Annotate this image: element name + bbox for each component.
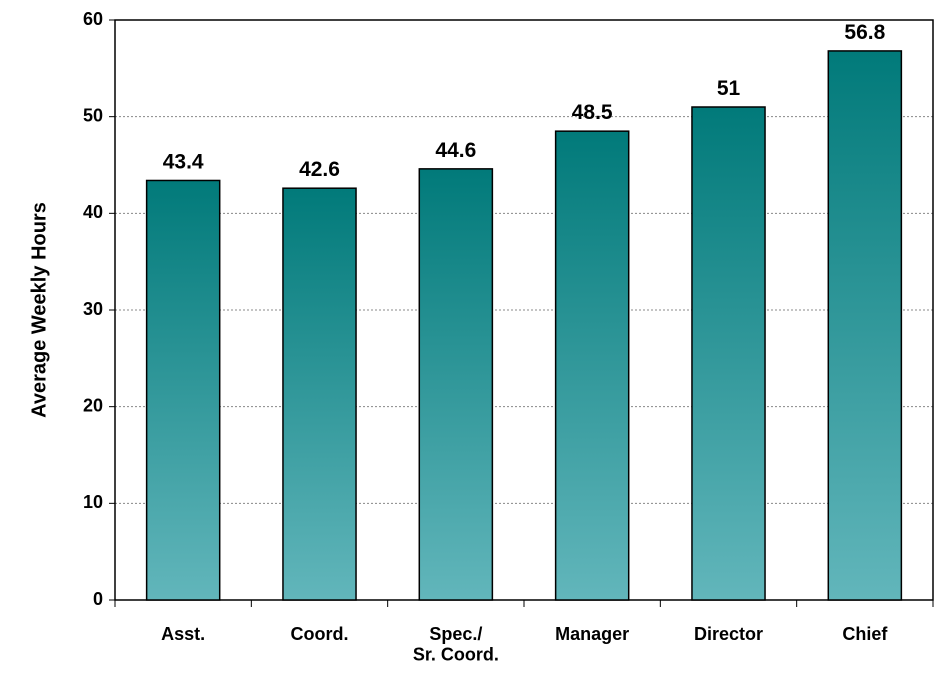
x-tick-label: Director — [694, 624, 763, 644]
bar — [145, 179, 221, 601]
bar — [827, 50, 903, 601]
y-axis-label: Average Weekly Hours — [28, 202, 50, 418]
x-tick-label: Spec./Sr. Coord. — [413, 624, 499, 665]
value-label: 43.4 — [163, 150, 204, 173]
bar — [418, 168, 494, 601]
x-tick-label: Asst. — [161, 624, 205, 644]
y-tick-label: 30 — [83, 299, 103, 319]
value-label: 51 — [717, 77, 741, 100]
x-tick-label: Chief — [842, 624, 888, 644]
y-tick-label: 20 — [83, 395, 103, 415]
value-label: 56.8 — [844, 21, 885, 44]
bar — [554, 130, 630, 601]
y-tick-label: 50 — [83, 105, 103, 125]
y-tick-label: 0 — [93, 589, 103, 609]
value-label: 44.6 — [435, 139, 476, 162]
value-label: 48.5 — [572, 101, 613, 124]
y-tick-label: 40 — [83, 202, 103, 222]
bar — [691, 106, 766, 601]
y-tick-label: 60 — [83, 9, 103, 29]
value-label: 42.6 — [299, 158, 340, 181]
bar — [282, 187, 357, 601]
x-tick-label: Coord. — [291, 624, 349, 644]
x-tick-label: Manager — [555, 624, 629, 644]
y-tick-label: 10 — [83, 492, 103, 512]
